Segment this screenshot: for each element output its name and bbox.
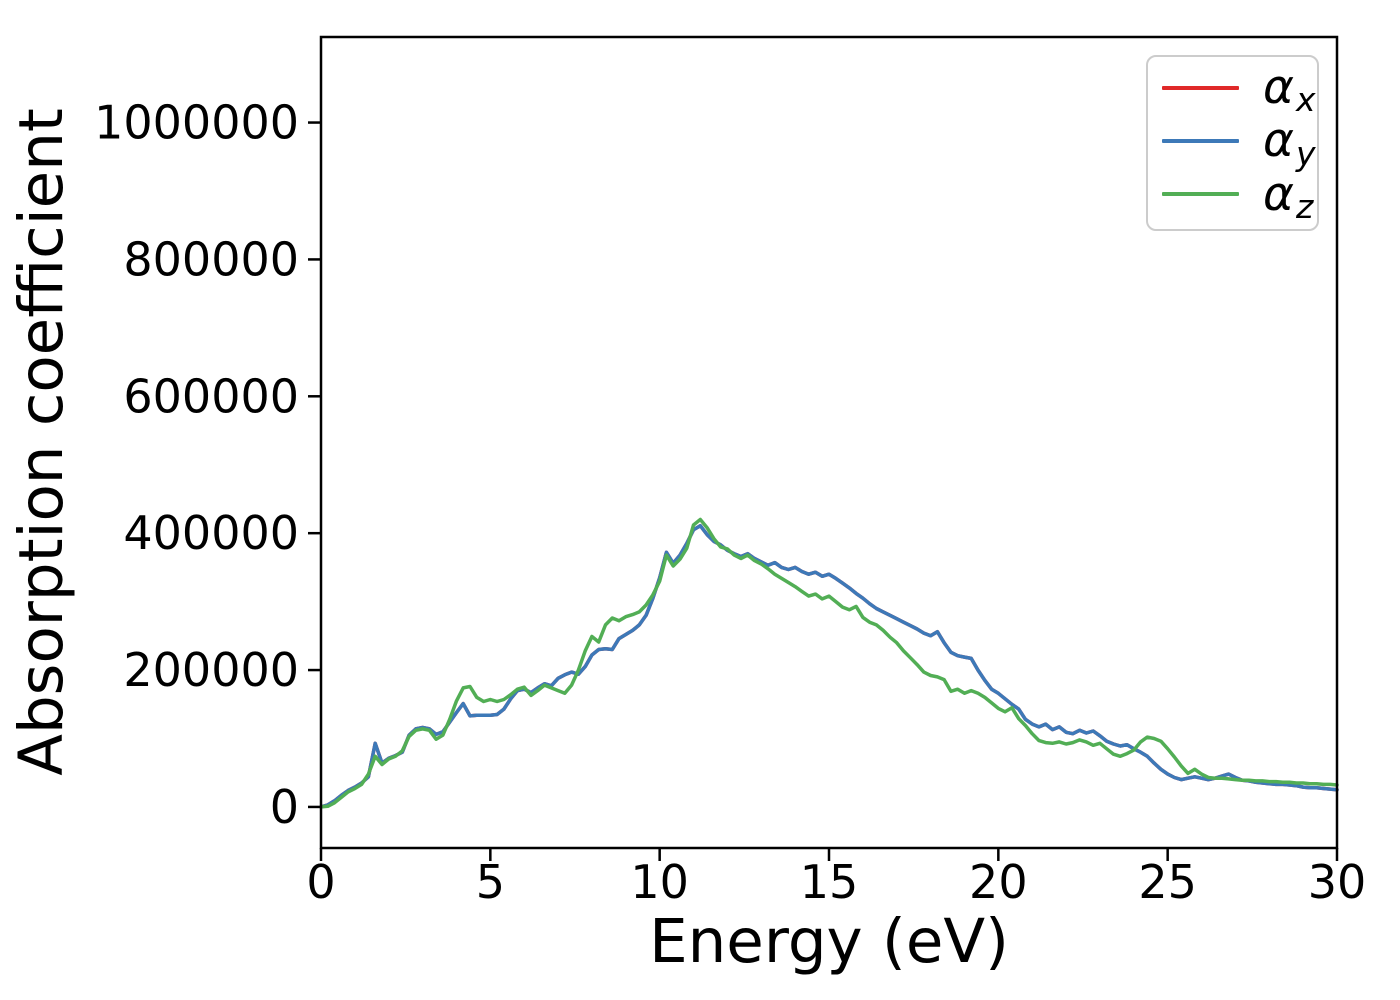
legend-label: αy [1263, 117, 1316, 169]
alpha-symbol: α [1263, 60, 1294, 116]
y-tick-label: 400000 [123, 506, 299, 560]
x-tick-label: 0 [306, 855, 335, 909]
legend: αx αy αz [1146, 55, 1319, 231]
plot-area: 0 5 10 15 20 25 30 0 200000 400000 600000 800000 100… [94, 35, 1367, 909]
legend-item: αx [1162, 64, 1316, 116]
alpha-symbol: α [1263, 113, 1294, 169]
legend-subscript: z [1295, 187, 1314, 227]
x-tick-label: 20 [969, 855, 1028, 909]
legend-label: αx [1263, 64, 1316, 116]
alpha-symbol: α [1263, 166, 1294, 222]
legend-line-swatch-blue [1162, 138, 1239, 143]
y-tick-label: 200000 [123, 643, 299, 697]
series-line-x [319, 523, 1339, 809]
legend-item: αz [1162, 171, 1313, 223]
legend-subscript: y [1295, 133, 1316, 173]
y-tick-label: 0 [270, 780, 299, 834]
y-tick-label: 1000000 [94, 96, 299, 150]
legend-line-swatch-red [1162, 85, 1239, 90]
legend-line-swatch-green [1162, 192, 1239, 197]
x-tick-label: 30 [1308, 855, 1367, 909]
y-tick-label: 800000 [123, 232, 299, 286]
x-tick-label: 10 [630, 855, 689, 909]
x-tick-label: 5 [476, 855, 505, 909]
y-axis-title: Absorption coefficient [6, 108, 77, 776]
legend-subscript: x [1295, 80, 1316, 120]
series-line-y [319, 523, 1339, 809]
legend-label: αz [1263, 171, 1313, 223]
x-tick-label: 25 [1138, 855, 1197, 909]
series-line-z [319, 517, 1339, 809]
legend-item: αy [1162, 117, 1316, 170]
y-tick-label: 600000 [123, 369, 299, 423]
x-tick-label: 15 [800, 855, 859, 909]
x-axis-title: Energy (eV) [649, 906, 1009, 977]
